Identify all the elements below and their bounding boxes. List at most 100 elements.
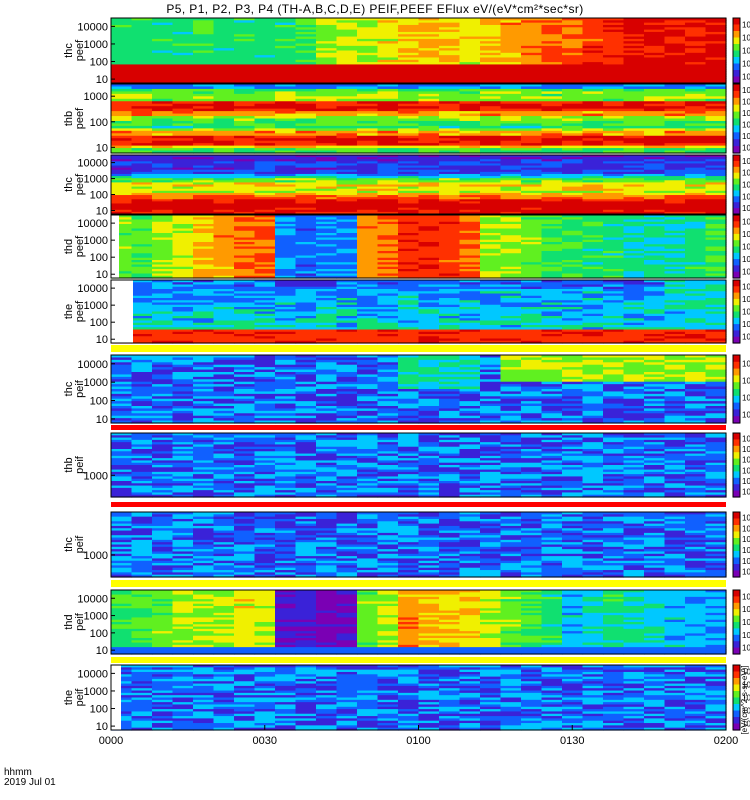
- heatmap-cell: [439, 116, 461, 120]
- heatmap-cell: [418, 369, 440, 373]
- heatmap-cell: [295, 71, 317, 75]
- heatmap-cell: [439, 415, 461, 419]
- heatmap-cell: [111, 150, 133, 154]
- heatmap-cell: [213, 41, 235, 45]
- heatmap-cell: [398, 393, 420, 397]
- heatmap-cell: [521, 133, 543, 137]
- heatmap-cell: [316, 36, 338, 40]
- heatmap-cell: [418, 192, 440, 196]
- heatmap-cell: [418, 101, 440, 105]
- heatmap-cell: [213, 338, 235, 342]
- heatmap-cell: [111, 145, 133, 149]
- heatmap-cell: [705, 101, 727, 105]
- heatmap-cell: [234, 57, 256, 61]
- colorbar-segment: [733, 111, 740, 114]
- heatmap-cell: [152, 248, 174, 252]
- heatmap-cell: [439, 209, 461, 213]
- heatmap-cell: [541, 209, 563, 213]
- heatmap-cell: [582, 219, 604, 223]
- heatmap-cell: [131, 167, 153, 171]
- heatmap-cell: [562, 57, 584, 61]
- heatmap-cell: [459, 374, 481, 378]
- heatmap-cell: [377, 155, 399, 158]
- heatmap-cell: [500, 237, 522, 241]
- heatmap-cell: [418, 111, 440, 115]
- heatmap-cell: [234, 155, 256, 158]
- heatmap-cell: [418, 300, 440, 304]
- heatmap-cell: [111, 362, 133, 366]
- heatmap-cell: [541, 322, 563, 326]
- heatmap-cell: [316, 233, 338, 236]
- colorbar-segment: [733, 48, 740, 52]
- heatmap-cell: [213, 71, 235, 75]
- heatmap-cell: [644, 338, 666, 342]
- heatmap-cell: [193, 215, 215, 218]
- heatmap-cell: [213, 96, 235, 100]
- heatmap-cell: [398, 71, 420, 75]
- heatmap-cell: [316, 289, 338, 292]
- heatmap-cell: [254, 171, 276, 175]
- heatmap-cell: [152, 410, 174, 414]
- heatmap-cell: [603, 111, 625, 115]
- heatmap-cell: [172, 262, 194, 266]
- heatmap-cell: [336, 215, 358, 218]
- heatmap-cell: [541, 184, 563, 188]
- heatmap-cell: [500, 291, 522, 295]
- heatmap-cell: [418, 379, 440, 383]
- heatmap-cell: [254, 372, 276, 376]
- colorbar-segment: [733, 249, 740, 252]
- heatmap-cell: [664, 59, 686, 63]
- colorbar-segment: [733, 303, 740, 306]
- heatmap-cell: [664, 71, 686, 75]
- heatmap-cell: [234, 192, 256, 196]
- heatmap-cell: [562, 111, 584, 115]
- heatmap-cell: [603, 286, 625, 290]
- colorbar-segment: [733, 203, 740, 206]
- heatmap-cell: [521, 103, 543, 107]
- heatmap-cell: [377, 66, 399, 70]
- heatmap-cell: [193, 313, 215, 317]
- heatmap-cell: [152, 150, 174, 154]
- colorbar-segment: [733, 233, 740, 237]
- heatmap-cell: [295, 123, 317, 127]
- heatmap-cell: [541, 242, 563, 245]
- heatmap-cell: [705, 262, 727, 266]
- heatmap-cell: [480, 150, 502, 154]
- heatmap-cell: [131, 155, 153, 158]
- heatmap-cell: [500, 266, 522, 270]
- heatmap-cell: [521, 106, 543, 110]
- heatmap-cell: [521, 255, 543, 259]
- colorbar-segment: [733, 90, 740, 94]
- heatmap-cell: [234, 157, 256, 160]
- heatmap-cell: [582, 246, 604, 250]
- colorbar-segment: [733, 40, 740, 43]
- heatmap-cell: [111, 403, 133, 407]
- heatmap-cell: [480, 192, 502, 196]
- heatmap-cell: [172, 59, 194, 63]
- heatmap-cell: [664, 289, 686, 292]
- heatmap-cell: [131, 36, 153, 40]
- heatmap-cell: [316, 327, 338, 331]
- heatmap-cell: [316, 155, 338, 158]
- heatmap-cell: [111, 178, 133, 181]
- heatmap-cell: [541, 180, 563, 183]
- heatmap-cell: [603, 73, 625, 77]
- heatmap-cell: [172, 280, 194, 283]
- heatmap-cell: [316, 148, 338, 152]
- heatmap-cell: [582, 57, 604, 61]
- heatmap-cell: [439, 93, 461, 97]
- heatmap-cell: [603, 239, 625, 243]
- heatmap-cell: [234, 128, 256, 132]
- heatmap-cell: [254, 184, 276, 188]
- heatmap-cell: [172, 29, 194, 33]
- heatmap-cell: [131, 255, 153, 259]
- heatmap-cell: [439, 391, 461, 395]
- heatmap-cell: [480, 176, 502, 179]
- heatmap-cell: [685, 264, 707, 268]
- heatmap-cell: [541, 106, 563, 110]
- heatmap-cell: [377, 120, 399, 125]
- heatmap-cell: [644, 93, 666, 97]
- heatmap-cell: [705, 34, 727, 38]
- heatmap-cell: [152, 27, 174, 31]
- heatmap-cell: [685, 260, 707, 263]
